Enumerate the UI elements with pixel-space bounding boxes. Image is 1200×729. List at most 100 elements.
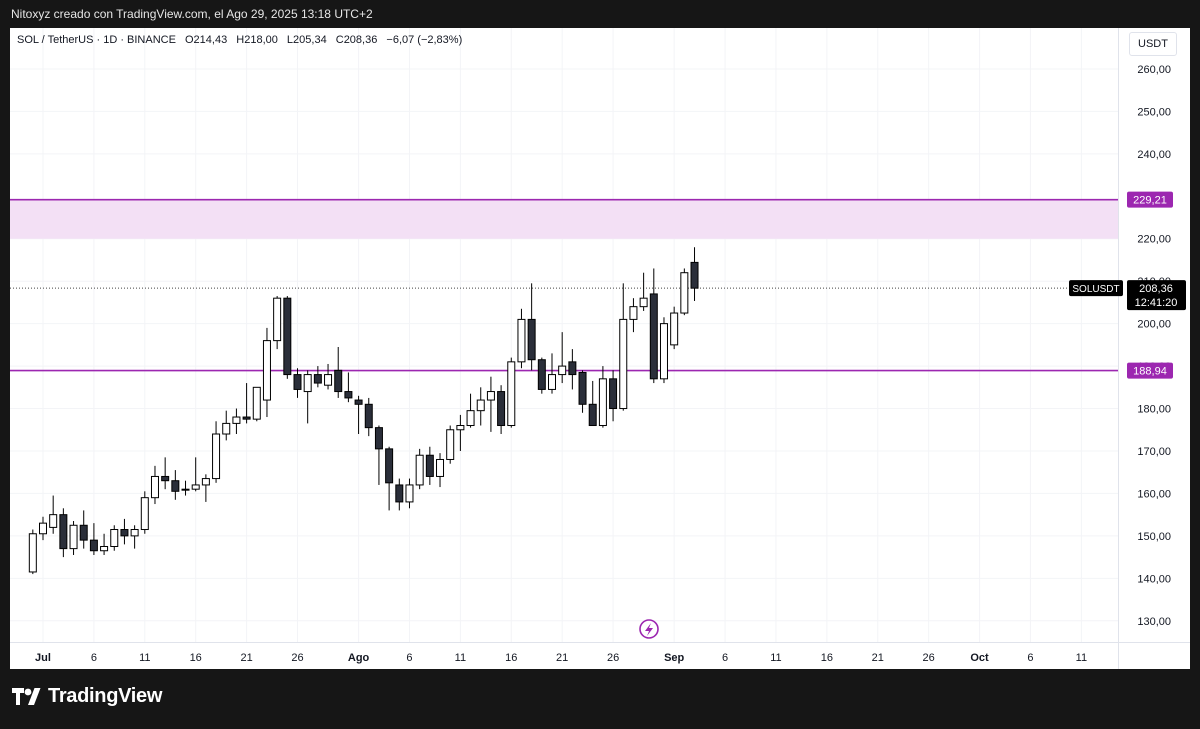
candle-bear[interactable]: [313, 374, 322, 384]
candle-bear[interactable]: [120, 529, 129, 537]
chart-panel[interactable]: 130,00140,00150,00160,00170,00180,00190,…: [10, 28, 1190, 669]
candle-bull[interactable]: [100, 545, 109, 552]
time-tick-label: 11: [455, 652, 466, 664]
candle-bear[interactable]: [385, 448, 394, 484]
candle-bull[interactable]: [517, 318, 526, 363]
candle-bull[interactable]: [415, 454, 424, 486]
currency-button[interactable]: USDT: [1129, 32, 1177, 56]
brand-bar: TradingView: [0, 669, 1200, 729]
candle-bull[interactable]: [639, 297, 648, 308]
candle-bear[interactable]: [344, 391, 353, 399]
price-tick-label: 150,00: [1137, 531, 1171, 543]
candle-bear[interactable]: [171, 480, 180, 492]
candle-bear[interactable]: [537, 359, 546, 390]
candle-bear[interactable]: [364, 403, 373, 429]
time-tick-label: Ago: [348, 652, 370, 664]
candle-bull[interactable]: [150, 475, 159, 499]
candle-bear[interactable]: [283, 297, 292, 376]
chart-attribution: Nitoxyz creado con TradingView.com, el A…: [11, 7, 373, 21]
ohlc-high: H218,00: [236, 34, 278, 46]
level-price-label: 229,21: [1133, 195, 1167, 207]
time-tick-label: 6: [1027, 652, 1033, 664]
candle-bull[interactable]: [39, 522, 47, 535]
candle-bear[interactable]: [242, 416, 251, 420]
candle-bear[interactable]: [59, 514, 68, 550]
candle-bull[interactable]: [548, 374, 556, 390]
candle-bear[interactable]: [578, 371, 587, 405]
level-price-label: 188,94: [1133, 366, 1167, 378]
candle-bear[interactable]: [89, 539, 98, 552]
time-tick-label: 16: [505, 652, 517, 664]
candle-bear[interactable]: [79, 524, 88, 541]
candle-bull[interactable]: [222, 422, 231, 435]
candle-bull[interactable]: [110, 529, 119, 547]
resistance-zone[interactable]: [10, 199, 1118, 239]
candle-bull[interactable]: [303, 374, 312, 393]
price-chart[interactable]: 130,00140,00150,00160,00170,00180,00190,…: [10, 28, 1190, 669]
candle-bull[interactable]: [436, 458, 445, 477]
candle-bull[interactable]: [619, 318, 628, 410]
candle-bull[interactable]: [466, 410, 475, 427]
symbol-title[interactable]: SOL / TetherUS · 1D · BINANCE: [17, 34, 176, 46]
candle-bull[interactable]: [252, 386, 261, 420]
time-tick-label: 21: [556, 652, 568, 664]
candle-bear[interactable]: [334, 369, 343, 393]
time-tick-label: Jul: [35, 652, 51, 664]
last-price-tag[interactable]: [1127, 280, 1186, 311]
candle-bull[interactable]: [629, 306, 638, 320]
candle-bear[interactable]: [354, 399, 363, 405]
symbol-tag[interactable]: [1069, 280, 1123, 297]
time-tick-label: 11: [770, 652, 781, 664]
candle-bear[interactable]: [293, 374, 302, 390]
tradingview-wordmark: TradingView: [48, 685, 163, 707]
level-price-tag[interactable]: [1127, 362, 1173, 379]
time-tick-label: 16: [190, 652, 202, 664]
candle-bear[interactable]: [497, 391, 506, 427]
time-tick-label: 6: [722, 652, 728, 664]
candle-bull[interactable]: [28, 533, 37, 573]
candle-bear[interactable]: [609, 378, 618, 410]
candle-bull[interactable]: [130, 529, 139, 537]
level-price-tag[interactable]: [1127, 191, 1173, 208]
candle-bull[interactable]: [140, 497, 149, 531]
candle-bull[interactable]: [456, 425, 465, 431]
time-tick-label: 26: [607, 652, 619, 664]
candle-bear[interactable]: [161, 475, 170, 482]
candle-bull[interactable]: [232, 416, 241, 424]
candle-bear[interactable]: [588, 403, 597, 427]
tradingview-brand[interactable]: TradingView: [12, 685, 162, 708]
candle-bear[interactable]: [690, 261, 699, 289]
candle-bull[interactable]: [69, 524, 78, 550]
lightning-event-icon[interactable]: [639, 619, 659, 639]
candle-bull[interactable]: [598, 378, 607, 427]
candle-bull[interactable]: [507, 361, 516, 427]
candle-bull[interactable]: [212, 433, 221, 480]
candle-bull[interactable]: [49, 514, 58, 528]
candle-bull[interactable]: [670, 312, 679, 346]
candle-bear[interactable]: [527, 318, 536, 361]
candle-bull[interactable]: [659, 323, 668, 380]
candle-bear[interactable]: [568, 361, 577, 376]
candle-bear[interactable]: [649, 293, 658, 380]
candle-bull[interactable]: [558, 365, 567, 376]
candle-bull[interactable]: [273, 297, 282, 342]
time-tick-label: 11: [1076, 652, 1087, 664]
candle-bear[interactable]: [395, 484, 404, 503]
candle-bull[interactable]: [324, 374, 333, 386]
candle-bull[interactable]: [486, 391, 495, 401]
candle-bull[interactable]: [405, 484, 414, 503]
candle-bull[interactable]: [181, 488, 190, 491]
price-tick-label: 180,00: [1137, 404, 1171, 416]
candle-bull[interactable]: [262, 340, 271, 401]
candle-bear[interactable]: [425, 454, 434, 477]
candle-bull[interactable]: [201, 478, 210, 486]
candle-bull[interactable]: [191, 484, 200, 490]
candle-bull[interactable]: [476, 399, 485, 412]
symbol-tag-label: SOLUSDT: [1072, 284, 1119, 295]
candle-bear[interactable]: [374, 427, 383, 450]
candle-bull[interactable]: [680, 272, 689, 314]
time-tick-label: 6: [91, 652, 97, 664]
tradingview-logo-icon: [12, 688, 41, 705]
price-tick-label: 160,00: [1137, 488, 1171, 500]
candle-bull[interactable]: [446, 429, 455, 460]
